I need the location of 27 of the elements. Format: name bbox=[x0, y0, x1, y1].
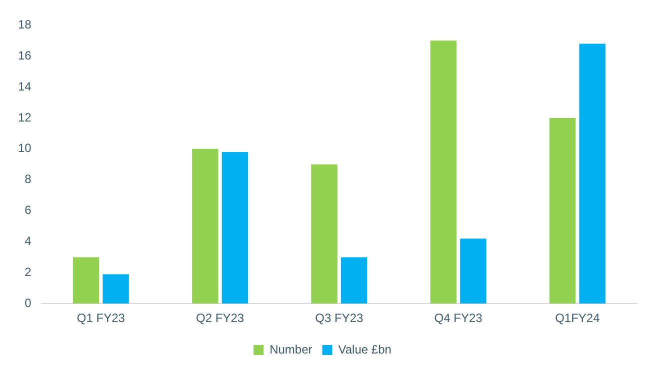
y-tick-label: 8 bbox=[24, 172, 32, 186]
x-tick-label: Q3 FY23 bbox=[315, 311, 364, 326]
bar bbox=[549, 118, 576, 304]
bar bbox=[192, 148, 218, 304]
bar bbox=[222, 152, 248, 304]
bar bbox=[311, 164, 338, 304]
bar bbox=[102, 274, 129, 304]
y-tick-label: 6 bbox=[24, 203, 32, 218]
y-tick-label: 18 bbox=[18, 18, 32, 32]
y-tick-label: 2 bbox=[24, 264, 32, 279]
y-tick-label: 14 bbox=[18, 79, 32, 94]
x-tick-label: Q1 FY23 bbox=[76, 311, 126, 326]
bar bbox=[460, 238, 486, 304]
y-tick-label: 10 bbox=[18, 141, 32, 156]
legend-label: Number bbox=[270, 342, 312, 356]
y-tick-label: 4 bbox=[24, 234, 32, 248]
x-tick-label: Q4 FY23 bbox=[434, 311, 483, 326]
y-tick-label: 0 bbox=[24, 296, 32, 310]
x-tick-label: Q1FY24 bbox=[555, 311, 600, 326]
y-tick-label: 12 bbox=[18, 110, 32, 124]
bar bbox=[430, 40, 457, 304]
legend-label: Value £bn bbox=[338, 342, 392, 356]
bar bbox=[72, 257, 100, 304]
y-tick-label: 16 bbox=[18, 48, 32, 62]
x-tick-label: Q2 FY23 bbox=[196, 311, 244, 326]
bar bbox=[340, 257, 368, 304]
bar bbox=[579, 44, 606, 304]
